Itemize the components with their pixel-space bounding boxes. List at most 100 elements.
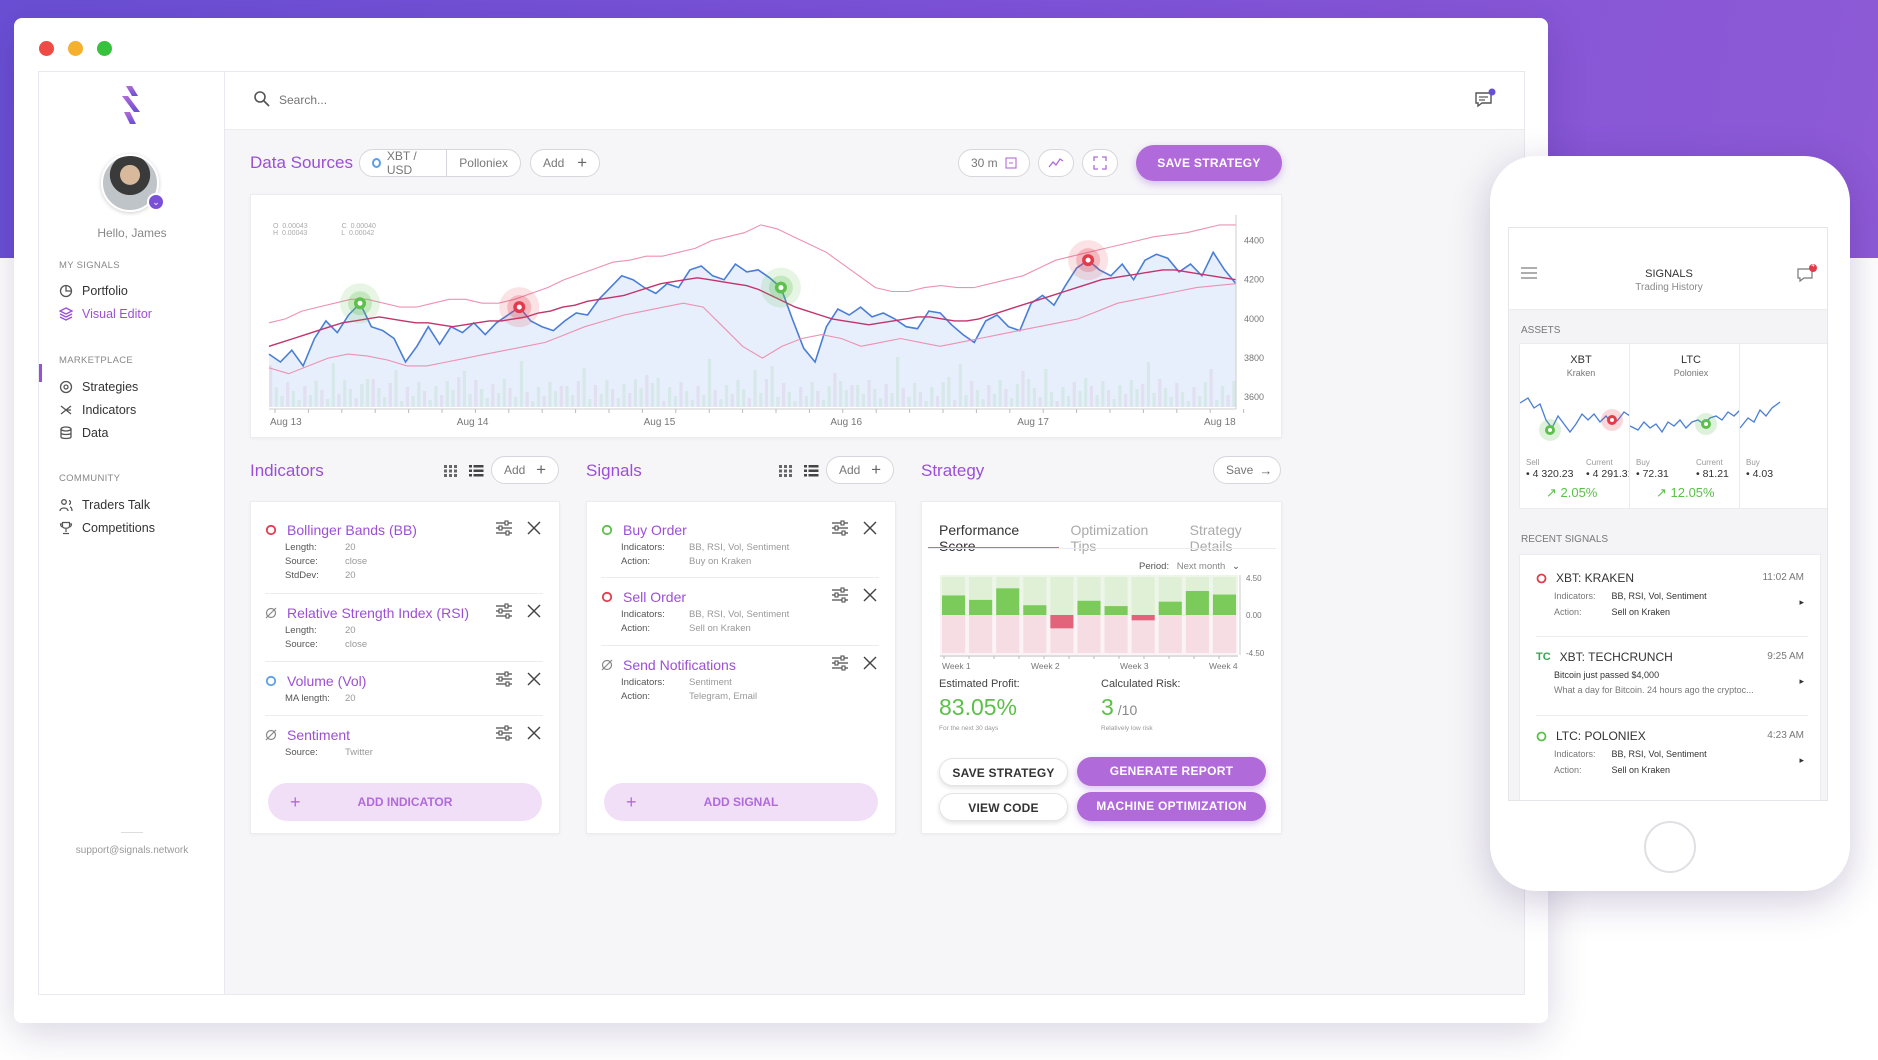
hamburger-icon[interactable] [1521,266,1537,280]
machine-optimization-button[interactable]: MACHINE OPTIMIZATION [1077,792,1266,821]
perf-bar[interactable] [942,595,966,615]
sliders-icon[interactable] [495,603,513,619]
price-chart[interactable]: Aug 13 Aug 14 Aug 15 Aug 16 Aug 17 Aug 18 4400… [251,195,1283,439]
list-item-title[interactable]: Relative Strength Index (RSI) [265,605,469,621]
sliders-icon[interactable] [495,671,513,687]
close-icon[interactable] [863,656,877,670]
sell-signal-marker[interactable] [1068,240,1109,281]
buy-signal-marker[interactable] [340,283,381,324]
perf-bar[interactable] [1185,591,1209,615]
save-strategy-outline-button[interactable]: SAVE STRATEGY [939,758,1068,786]
tab-optimization-tips[interactable]: Optimization Tips [1070,522,1149,554]
asset-card[interactable]: XBT Kraken Sell • 4 320.23 Current • 4 291.31… [1519,343,1643,509]
perf-bar[interactable] [1077,600,1101,615]
x-tick-label: Week 1 [942,661,971,670]
period-selector[interactable]: Period: Next month ⌄ [1139,561,1240,572]
list-item-title[interactable]: Bollinger Bands (BB) [265,522,417,538]
recent-signals-label: RECENT SIGNALS [1521,534,1609,545]
add-label: ADD SIGNAL [703,795,779,809]
sell-signal-marker[interactable] [499,287,540,328]
add-source-button[interactable]: Add + [530,149,600,177]
sliders-icon[interactable] [831,520,849,536]
signal-title[interactable]: TC XBT: TECHCRUNCH [1536,650,1673,664]
perf-bar[interactable] [1023,605,1047,615]
list-view-icon[interactable] [803,464,819,478]
sliders-icon[interactable] [831,655,849,671]
chat-icon[interactable] [1474,88,1496,110]
add-indicator-small-button[interactable]: Add + [491,456,559,484]
save-strategy-button[interactable]: SAVE STRATEGY [1136,145,1282,181]
close-icon[interactable] [863,521,877,535]
sidebar-item-data[interactable]: Data [59,426,108,440]
chevron-right-icon[interactable]: ▸ [1799,676,1804,686]
item-field: Source: close [285,556,367,567]
asset-card[interactable]: LTC Poloniex Buy • 72.31 Current • 81.21 ↗ 12.… [1629,343,1753,509]
chat-icon[interactable] [1797,264,1819,284]
add-signal-small-button[interactable]: Add + [826,456,894,484]
fullscreen-button[interactable] [1082,149,1118,177]
close-icon[interactable] [527,604,541,618]
chevron-down-icon[interactable]: ⌄ [147,193,165,211]
search-input[interactable] [279,90,679,110]
perf-bar[interactable] [1131,615,1155,621]
sliders-icon[interactable] [495,520,513,536]
sidebar-item-traders-talk[interactable]: Traders Talk [59,498,150,512]
strategy-tabs: Performance Score Optimization Tips Stra… [939,522,1281,554]
asset-name: LTC [1681,354,1701,366]
close-icon[interactable] [527,672,541,686]
tab-performance-score[interactable]: Performance Score [939,522,1020,554]
maximize-dot[interactable] [97,41,112,56]
sliders-icon[interactable] [495,725,513,741]
tab-strategy-details[interactable]: Strategy Details [1189,522,1242,554]
sidebar-item-portfolio[interactable]: Portfolio [59,284,128,298]
field-value: 20 [345,693,356,704]
signal-title[interactable]: XBT: KRAKEN [1536,571,1634,585]
close-icon[interactable] [863,588,877,602]
sidebar-item-visual-editor[interactable]: Visual Editor [59,307,152,321]
chevron-right-icon[interactable]: ▸ [1799,755,1804,765]
list-view-icon[interactable] [468,464,484,478]
close-icon[interactable] [527,521,541,535]
pair-selector[interactable]: XBT / USD [360,149,446,177]
strategy-save-button[interactable]: Save → [1213,456,1281,484]
list-item-title[interactable]: Volume (Vol) [265,673,366,689]
perf-bar[interactable] [996,588,1020,615]
signal-title[interactable]: LTC: POLONIEX [1536,729,1646,743]
pair-label: XBT / USD [386,149,417,177]
close-dot[interactable] [39,41,54,56]
sliders-icon[interactable] [831,587,849,603]
add-signal-button[interactable]: + ADD SIGNAL [604,783,878,821]
support-link[interactable]: support@signals.network [75,845,189,856]
add-indicator-button[interactable]: + ADD INDICATOR [268,783,542,821]
list-item-title[interactable]: Buy Order [601,522,687,538]
chevron-right-icon[interactable]: ▸ [1799,597,1804,607]
perf-bar[interactable] [1212,594,1236,615]
close-icon[interactable] [527,726,541,740]
buy-signal-marker[interactable] [760,267,801,308]
grid-view-icon[interactable] [443,464,459,478]
exchange-selector[interactable]: Polloniex [459,156,508,170]
perf-bar[interactable] [1050,615,1074,629]
sidebar-item-indicators[interactable]: Indicators [59,403,136,417]
save-label: Save [1226,463,1254,477]
home-button[interactable] [1644,821,1696,873]
signal-name: XBT: TECHCRUNCH [1559,650,1673,664]
chart-type-button[interactable] [1038,149,1074,177]
view-code-button[interactable]: VIEW CODE [939,793,1068,821]
perf-bar[interactable] [969,599,993,615]
signals-logo[interactable] [118,86,144,124]
list-item-title[interactable]: Sentiment [265,727,350,743]
interval-selector[interactable]: 30 m [958,149,1030,177]
sidebar-item-strategies[interactable]: Strategies [59,380,138,394]
perf-bar[interactable] [1104,606,1128,615]
list-item-title[interactable]: Send Notifications [601,657,736,673]
generate-report-button[interactable]: GENERATE REPORT [1077,757,1266,786]
list-item-title[interactable]: Sell Order [601,589,686,605]
perf-bar[interactable] [1158,601,1182,615]
asset-card[interactable]: Buy• 4.03 ↗ 8 [1739,343,1827,509]
minimize-dot[interactable] [68,41,83,56]
data-source-selector[interactable]: XBT / USD Polloniex [359,149,521,177]
grid-view-icon[interactable] [778,464,794,478]
sidebar-item-competitions[interactable]: Competitions [59,521,155,535]
data-sources-title: Data Sources [250,153,353,172]
